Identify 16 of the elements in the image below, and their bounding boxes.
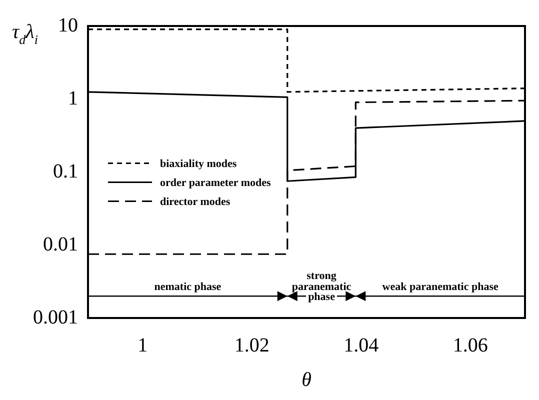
y-tick-label: 0.01 — [43, 233, 78, 256]
annotation: strong paranematic phase — [292, 270, 352, 304]
x-tick-label: 1 — [138, 334, 148, 356]
x-tick-label: 1.02 — [234, 334, 270, 356]
legend-label: biaxiality modes — [160, 158, 238, 170]
x-tick-label: 1.04 — [344, 334, 379, 356]
y-tick-label: 1 — [68, 87, 78, 110]
y-tick-label: 10 — [58, 14, 78, 36]
legend-label: order parameter modes — [160, 177, 272, 190]
x-tick-label: 1.06 — [452, 334, 488, 356]
x-axis-title: θ — [302, 369, 312, 391]
y-tick-label: 0.001 — [33, 306, 78, 328]
annotation: weak paranematic phase — [382, 281, 498, 294]
legend-label: director modes — [160, 196, 231, 208]
y-tick-label: 0.1 — [53, 160, 78, 182]
annotation: nematic phase — [154, 281, 222, 294]
